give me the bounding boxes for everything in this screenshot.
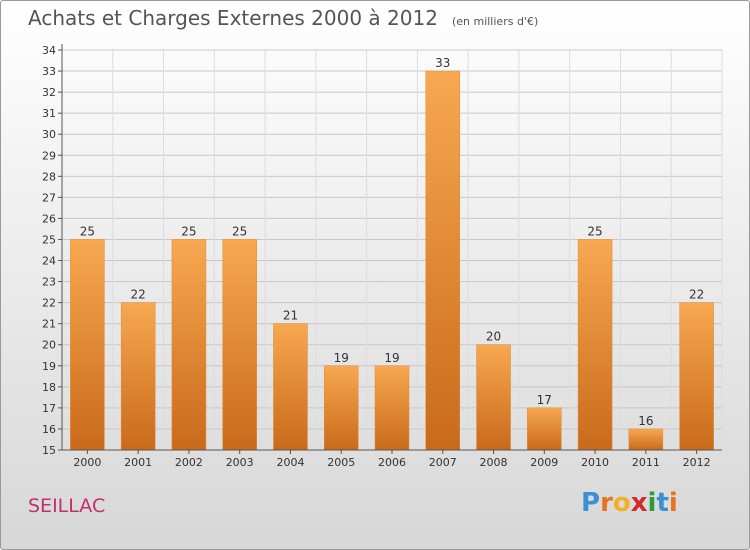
x-tick-label: 2000 bbox=[73, 456, 101, 469]
y-tick-label: 28 bbox=[42, 170, 56, 183]
chart-title-text: Achats et Charges Externes 2000 à 2012 bbox=[28, 6, 438, 30]
y-tick-label: 18 bbox=[42, 381, 56, 394]
brand-letter: i bbox=[668, 488, 678, 518]
data-label: 25 bbox=[181, 224, 196, 238]
x-tick-label: 2007 bbox=[429, 456, 457, 469]
data-label: 22 bbox=[689, 288, 704, 302]
chart-title: Achats et Charges Externes 2000 à 2012 (e… bbox=[28, 6, 538, 30]
y-tick-label: 25 bbox=[42, 233, 56, 246]
x-tick-label: 2002 bbox=[175, 456, 203, 469]
data-label: 20 bbox=[486, 330, 501, 344]
brand-letter: P bbox=[581, 488, 601, 518]
bar-2012 bbox=[679, 302, 714, 451]
data-label: 33 bbox=[435, 56, 450, 70]
y-tick-label: 31 bbox=[42, 107, 56, 120]
x-tick-label: 2012 bbox=[683, 456, 711, 469]
bar-2000 bbox=[70, 239, 105, 451]
data-label: 25 bbox=[587, 224, 602, 238]
data-label: 19 bbox=[334, 351, 349, 365]
x-tick-label: 2006 bbox=[378, 456, 406, 469]
bar-2010 bbox=[577, 239, 613, 451]
chart-unit: (en milliers d'€) bbox=[451, 15, 539, 28]
y-tick-label: 17 bbox=[42, 402, 56, 415]
brand-letter: o bbox=[612, 488, 631, 518]
x-tick-label: 2005 bbox=[327, 456, 355, 469]
x-tick-label: 2001 bbox=[124, 456, 152, 469]
data-label: 19 bbox=[384, 351, 399, 365]
bar-2011 bbox=[628, 428, 664, 451]
brand-letter: x bbox=[630, 488, 648, 518]
x-tick-label: 2004 bbox=[276, 456, 304, 469]
y-tick-label: 15 bbox=[42, 444, 56, 457]
y-tick-label: 19 bbox=[42, 360, 56, 373]
y-tick-label: 23 bbox=[42, 276, 56, 289]
data-label: 25 bbox=[232, 224, 247, 238]
bar-2001 bbox=[120, 302, 156, 451]
y-tick-label: 33 bbox=[42, 65, 56, 78]
y-tick-label: 20 bbox=[42, 339, 56, 352]
commune-name: SEILLAC bbox=[28, 495, 106, 517]
data-label: 16 bbox=[638, 414, 653, 428]
bar-2004 bbox=[273, 323, 308, 451]
data-label: 21 bbox=[283, 309, 298, 323]
brand-letter: i bbox=[647, 488, 657, 518]
bar-2006 bbox=[374, 365, 410, 451]
bar-2007 bbox=[425, 70, 461, 451]
y-tick-label: 27 bbox=[42, 191, 56, 204]
y-tick-label: 34 bbox=[42, 44, 56, 57]
y-tick-label: 16 bbox=[42, 423, 56, 436]
bar-2003 bbox=[222, 239, 257, 451]
bar-2009 bbox=[527, 407, 562, 451]
x-tick-label: 2011 bbox=[632, 456, 660, 469]
y-tick-label: 30 bbox=[42, 128, 56, 141]
data-label: 17 bbox=[537, 393, 552, 407]
brand-logo: Proxiti bbox=[581, 488, 678, 518]
brand-letter: t bbox=[656, 488, 669, 518]
x-tick-label: 2010 bbox=[581, 456, 609, 469]
x-tick-label: 2008 bbox=[480, 456, 508, 469]
y-tick-label: 26 bbox=[42, 212, 56, 225]
y-tick-label: 22 bbox=[42, 297, 56, 310]
bar-2005 bbox=[323, 365, 359, 451]
data-label: 25 bbox=[80, 224, 95, 238]
y-tick-label: 32 bbox=[42, 86, 56, 99]
y-tick-label: 21 bbox=[42, 318, 56, 331]
x-tick-label: 2003 bbox=[226, 456, 254, 469]
y-tick-label: 29 bbox=[42, 149, 56, 162]
brand-letter: r bbox=[600, 488, 613, 518]
bar-2008 bbox=[476, 344, 511, 451]
data-label: 22 bbox=[131, 288, 146, 302]
bar-2002 bbox=[171, 239, 207, 451]
y-tick-label: 24 bbox=[42, 255, 56, 268]
x-tick-label: 2009 bbox=[530, 456, 558, 469]
